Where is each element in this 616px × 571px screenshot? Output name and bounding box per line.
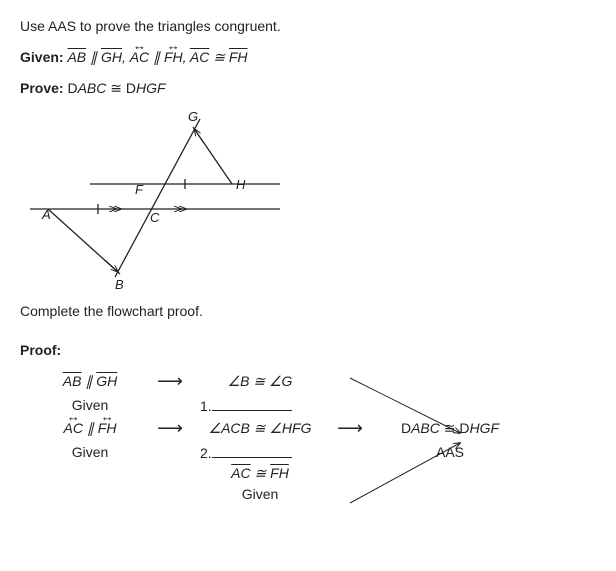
conclusion-reason: AAS	[380, 444, 520, 460]
given-line: Given: AB ∥ GH, AC ∥ FH, AC ≅ FH	[20, 47, 596, 68]
line-ac: AC	[130, 47, 149, 68]
line-fh: FH	[164, 47, 183, 68]
prove-b-prefix: D	[126, 80, 136, 96]
seg-ac: AC	[190, 49, 209, 65]
seg-fh: FH	[229, 49, 248, 65]
svg-text:F: F	[135, 182, 144, 197]
p3b: FH	[270, 465, 289, 481]
prove-line: Prove: DABC ≅ DHGF	[20, 78, 596, 99]
svg-text:A: A	[41, 207, 51, 222]
arrow-1: ⟶	[140, 371, 200, 392]
p2a: AC	[64, 420, 83, 436]
comma-1: ,	[122, 49, 130, 65]
p1a: AB	[63, 373, 82, 389]
conclusion: DABC ≅ DHGF	[380, 420, 520, 437]
p2b: FH	[98, 420, 117, 436]
triangle-diagram: A C F H B G	[20, 109, 596, 297]
premise-3: AC ≅ FH	[200, 465, 320, 482]
parallel-1: ∥	[86, 49, 101, 65]
result-1: ∠B ≅ ∠G	[200, 373, 320, 390]
prove-label: Prove:	[20, 80, 64, 96]
conc-a: ABC	[411, 420, 440, 436]
svg-text:G: G	[188, 109, 198, 124]
conc-prefix: D	[401, 420, 411, 436]
blank-2-label: 2.	[200, 445, 212, 461]
cong-1: ≅	[209, 49, 229, 65]
seg-gh: GH	[101, 49, 122, 65]
p1b: GH	[96, 373, 117, 389]
arrow-3: ⟶	[320, 418, 380, 439]
parallel-2: ∥	[149, 49, 164, 65]
seg-ab: AB	[67, 49, 86, 65]
prove-b: HGF	[136, 80, 166, 96]
svg-text:H: H	[236, 177, 246, 192]
proof-heading: Proof:	[20, 340, 596, 361]
svg-text:C: C	[150, 210, 160, 225]
reason-1: Given	[40, 397, 140, 413]
blank-1[interactable]: 1.	[200, 396, 320, 414]
complete-text: Complete the flowchart proof.	[20, 301, 596, 322]
blank-2[interactable]: 2.	[200, 443, 320, 461]
comma-2: ,	[183, 49, 190, 65]
prove-a: ABC	[78, 80, 107, 96]
flowchart-proof: AB ∥ GH ⟶ ∠B ≅ ∠G Given 1. AC ∥ FH ⟶ ∠AC…	[40, 371, 596, 502]
conc-cong: ≅	[440, 420, 460, 436]
result-2: ∠ACB ≅ ∠HFG	[200, 420, 320, 437]
intro-text: Use AAS to prove the triangles congruent…	[20, 16, 596, 37]
reason-3: Given	[200, 486, 320, 502]
prove-cong: ≅	[106, 80, 126, 96]
blank-1-label: 1.	[200, 398, 212, 414]
p3a: AC	[231, 465, 250, 481]
given-label: Given:	[20, 49, 64, 65]
reason-2: Given	[40, 444, 140, 460]
diagram-svg: A C F H B G	[20, 109, 300, 294]
svg-text:B: B	[115, 277, 124, 292]
arrow-2: ⟶	[140, 418, 200, 439]
prove-prefix: D	[67, 80, 77, 96]
premise-2: AC ∥ FH	[40, 420, 140, 437]
premise-1: AB ∥ GH	[40, 373, 140, 390]
